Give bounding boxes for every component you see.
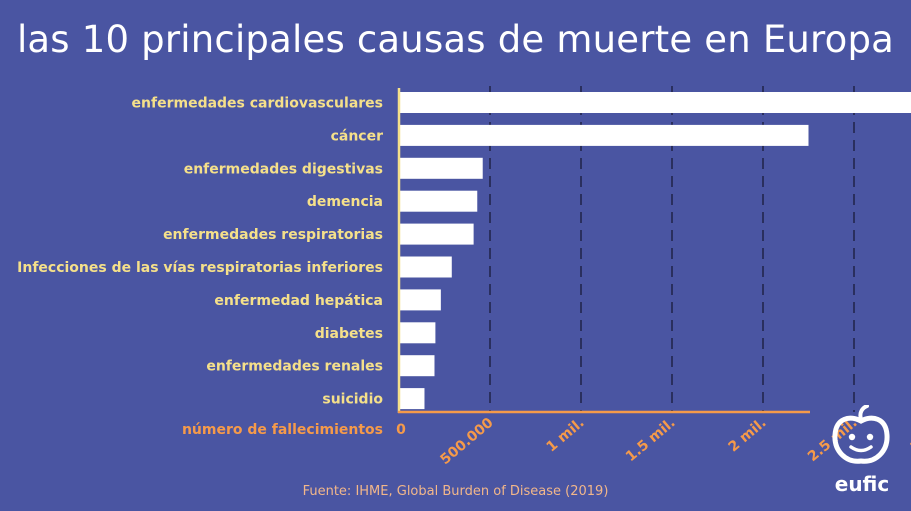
category-label: diabetes [315,326,383,342]
category-label: enfermedades renales [206,359,383,375]
category-label: enfermedades respiratorias [163,227,383,243]
bar [399,92,911,113]
category-label: enfermedades digestivas [184,161,383,177]
source-note: Fuente: IHME, Global Burden of Disease (… [302,484,609,499]
x-tick-label: 2 mil. [725,415,769,456]
bar [399,388,425,410]
x-tick-label: 3 mil. [907,415,911,456]
bar [399,355,435,377]
category-label: demencia [307,194,383,210]
category-label: suicidio [322,392,383,408]
x-tick-label: 0 [396,422,406,438]
eufic-logo-icon [832,405,890,464]
bar [399,157,483,179]
category-label: enfermedad hepática [214,293,383,309]
bar [399,190,478,212]
bar [399,289,441,311]
x-tick-label: 1 mil. [543,415,587,456]
bar [399,124,809,146]
category-label: enfermedades cardiovasculares [132,96,383,112]
x-axis-title: número de fallecimientos [182,422,383,438]
x-tick-label: 500.000 [437,415,496,468]
bar [399,256,452,278]
x-tick-label: 1.5 mil. [623,415,679,465]
bar [399,223,474,245]
chart-title: las 10 principales causas de muerte en E… [16,18,895,61]
category-label: cáncer [331,128,384,144]
logo-text: eufic [834,472,890,496]
bar [399,322,436,344]
category-label: Infecciones de las vías respiratorias in… [17,260,383,276]
